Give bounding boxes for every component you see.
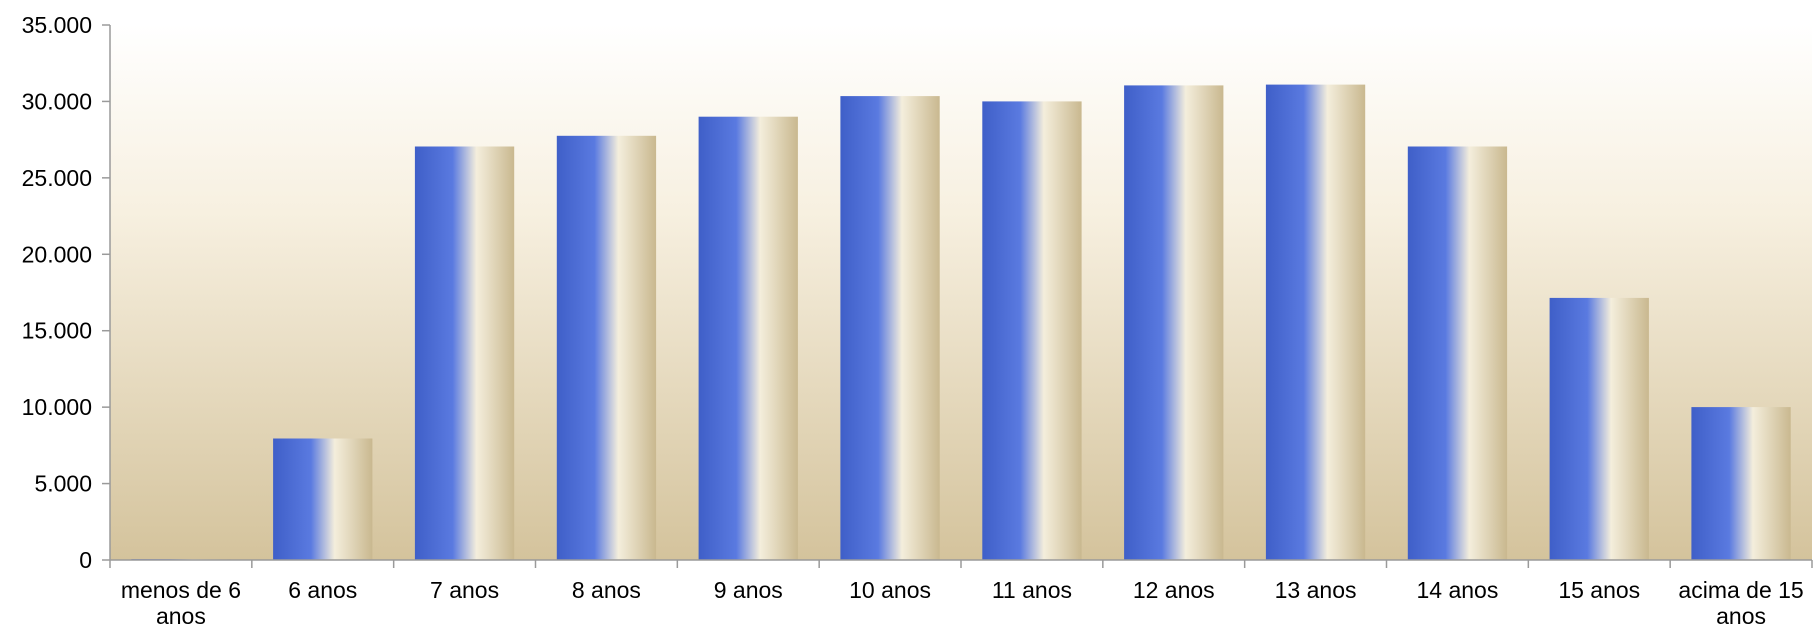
plot-area (110, 25, 1812, 560)
x-tick-label: 9 anos (714, 577, 783, 603)
y-axis-ticks: 0 5.000 10.000 15.000 20.000 25.000 30.000 35.0… (22, 12, 110, 573)
bar (556, 135, 657, 561)
x-tick-label: 6 anos (288, 577, 357, 603)
bar (982, 101, 1082, 561)
bar (1549, 297, 1649, 560)
x-tick-label: acima de 15 anos (1678, 577, 1803, 629)
bar-series (131, 84, 1791, 561)
x-axis-ticks: menos de 6 anos 6 anos 7 anos 8 anos 9 anos 10… (109, 560, 1813, 629)
x-tick-label: menos de 6 anos (121, 577, 241, 629)
y-tick-label: 25.000 (22, 165, 92, 191)
bar (1691, 407, 1791, 560)
y-tick-label: 0 (79, 547, 92, 573)
x-tick-label: 15 anos (1558, 577, 1640, 603)
y-tick-label: 5.000 (34, 471, 92, 497)
bar (698, 116, 798, 560)
y-tick-label: 10.000 (22, 394, 92, 420)
bar (840, 96, 940, 560)
x-tick-label: 7 anos (430, 577, 499, 603)
bar (273, 438, 373, 560)
y-tick-label: 30.000 (22, 88, 92, 114)
x-tick-label: 13 anos (1275, 577, 1357, 603)
x-tick-label: 14 anos (1416, 577, 1498, 603)
y-tick-label: 35.000 (22, 12, 92, 38)
bar (414, 146, 515, 560)
bar (1407, 146, 1508, 560)
x-tick-label: 11 anos (992, 577, 1072, 603)
x-tick-label: 12 anos (1133, 577, 1215, 603)
x-tick-label: 10 anos (849, 577, 931, 603)
y-tick-label: 15.000 (22, 318, 92, 344)
x-tick-label: 8 anos (572, 577, 641, 603)
bar (1265, 84, 1366, 560)
y-tick-label: 20.000 (22, 241, 92, 267)
bar (1124, 85, 1224, 561)
